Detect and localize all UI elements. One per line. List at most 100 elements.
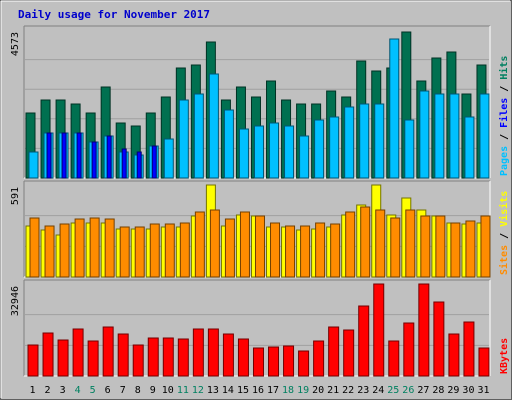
day-label-11: 11 [177,385,189,396]
day-label-25: 25 [387,385,399,396]
kbytes-legend: KBytes [499,338,510,374]
day-label-16: 16 [252,385,264,396]
day-label-30: 30 [462,385,474,396]
files-bar-day-24 [374,103,385,179]
files-bar-day-14 [223,109,234,179]
kbytes-bar-day-13 [207,328,219,377]
sites-bar-day-9 [149,223,160,278]
files-bar-day-18 [284,125,295,179]
day-label-22: 22 [342,385,354,396]
sites-bar-day-18 [285,225,296,278]
pages-bar-day-5 [91,141,97,179]
sites-bar-day-15 [239,211,250,278]
day-label-17: 17 [267,385,279,396]
files-bar-day-16 [253,125,264,179]
pages-bar-day-6 [106,135,112,179]
sites-max-label: 591 [10,187,21,205]
sites-bar-day-30 [465,220,476,278]
sites-bar-day-26 [405,209,416,278]
sites-bar-day-11 [179,222,190,278]
sites-bar-day-12 [194,211,205,278]
kbytes-bar-day-28 [433,301,445,377]
day-label-9: 9 [150,385,156,396]
chart-title: Daily usage for November 2017 [18,8,210,21]
sites-bar-day-31 [480,215,491,278]
kbytes-bar-day-12 [192,328,204,377]
kbytes-bar-day-23 [358,305,370,377]
kbytes-bar-day-1 [27,344,39,377]
sites-bar-day-6 [104,218,115,278]
day-label-28: 28 [432,385,444,396]
files-bar-day-13 [208,73,219,179]
kbytes-bar-day-18 [283,345,295,377]
sites-bar-day-17 [270,222,281,278]
day-label-8: 8 [135,385,141,396]
sites-bar-day-22 [345,211,356,278]
kbytes-bar-day-22 [343,329,355,377]
day-label-18: 18 [282,385,294,396]
kbytes-bar-day-3 [57,339,69,377]
sites-visits-legend: Sites / Visits [498,191,510,275]
files-bar-day-22 [344,106,355,179]
files-bar-day-27 [419,90,430,179]
day-label-4: 4 [75,385,81,396]
files-bar-day-12 [193,93,204,179]
day-label-24: 24 [372,385,384,396]
kbytes-bar-day-2 [42,332,54,377]
kbytes-bar-day-30 [463,321,475,377]
sites-bar-day-3 [59,223,70,278]
day-label-23: 23 [357,385,369,396]
sites-bar-day-19 [300,225,311,278]
kbytes-bar-day-8 [132,344,144,377]
files-bar-day-28 [434,93,445,179]
day-label-2: 2 [45,385,51,396]
sites-bar-day-14 [224,218,235,278]
sites-bar-day-29 [450,222,461,278]
day-label-21: 21 [327,385,339,396]
sites-bar-day-2 [44,225,55,278]
files-bar-day-11 [178,99,189,179]
kbytes-bar-day-5 [87,340,99,377]
sites-bar-day-20 [315,222,326,278]
kbytes-bar-day-21 [328,326,340,377]
files-bar-day-1 [28,151,39,179]
kbytes-bar-day-6 [102,326,114,377]
sites-bar-day-4 [74,218,85,278]
sites-bar-day-24 [375,209,386,278]
day-label-5: 5 [90,385,96,396]
sites-visits-panel [23,180,491,278]
sites-bar-day-10 [164,223,175,278]
kbytes-max-label: 32946 [10,286,21,316]
kbytes-bar-day-16 [252,347,264,377]
sites-bar-day-7 [119,226,130,278]
kbytes-bar-day-20 [313,340,325,377]
hits-max-label: 4573 [10,32,21,56]
kbytes-bar-day-14 [222,333,234,377]
kbytes-bar-day-25 [388,340,400,377]
day-label-3: 3 [60,385,66,396]
kbytes-bar-day-27 [418,283,430,377]
kbytes-bar-day-17 [268,346,280,377]
files-bar-day-25 [389,38,400,179]
hits-files-pages-panel [23,25,491,179]
kbytes-bar-day-15 [237,338,249,377]
files-bar-day-15 [238,128,249,179]
sites-bar-day-23 [360,206,371,278]
kbytes-bar-day-4 [72,328,84,377]
day-label-29: 29 [447,385,459,396]
kbytes-bar-day-29 [448,333,460,377]
day-label-31: 31 [477,385,489,396]
files-bar-day-29 [449,93,460,179]
files-bar-day-26 [404,119,415,179]
hits-files-pages-legend: Pages / Files / Hits [498,56,510,176]
kbytes-bar-day-26 [403,322,415,377]
day-label-12: 12 [192,385,204,396]
day-label-15: 15 [237,385,249,396]
day-label-26: 26 [402,385,414,396]
day-label-10: 10 [162,385,174,396]
pages-bar-day-7 [121,148,127,179]
pages-bar-day-2 [46,132,52,179]
pages-bar-day-9 [151,145,157,179]
kbytes-bar-day-7 [117,333,129,377]
day-label-1: 1 [30,385,36,396]
